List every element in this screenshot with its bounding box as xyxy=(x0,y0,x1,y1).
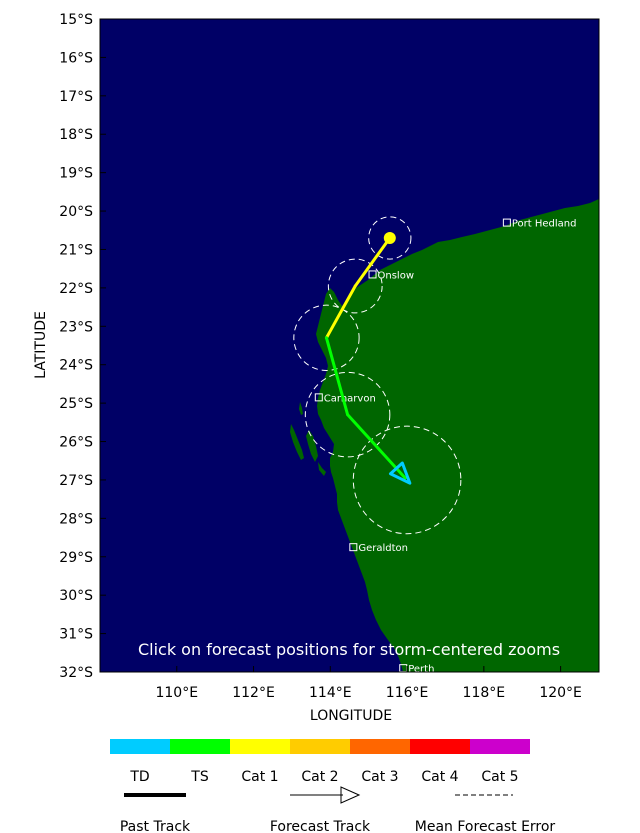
lat-tick-label: 32°S xyxy=(59,665,93,681)
legend-category-label: TS xyxy=(190,769,209,785)
shark-bay-peninsula xyxy=(306,430,318,462)
lat-tick-label: 15°S xyxy=(59,12,93,28)
legend-category-label: Cat 4 xyxy=(421,769,458,785)
bernier-island xyxy=(299,402,303,415)
lat-tick-label: 25°S xyxy=(59,396,93,412)
lat-tick-label: 28°S xyxy=(59,511,93,527)
legend-color-swatch xyxy=(350,739,410,754)
legend: TD TS Cat 1 Cat 2 Cat 3 Cat 4 Cat 5 Past Track F… xyxy=(110,739,555,833)
city-label: Geraldton xyxy=(358,543,408,554)
city-marker xyxy=(314,393,323,402)
dirk-hartog-island xyxy=(290,424,304,460)
city-layer: Port Hedland Onslow Carnarvon Geraldton Pert… xyxy=(314,218,577,675)
arrow-icon xyxy=(340,786,361,804)
track-segment xyxy=(353,236,392,288)
plot-frame xyxy=(99,18,600,673)
lat-tick-label: 18°S xyxy=(59,127,93,143)
click-notice: Click on forecast positions for storm-ce… xyxy=(138,640,560,659)
map-plot-area: Port Hedland Onslow Carnarvon Geraldton Pert… xyxy=(100,19,599,675)
city-label: Perth xyxy=(408,664,434,675)
track-segment xyxy=(324,336,350,417)
lat-tick-label: 22°S xyxy=(59,281,93,297)
legend-category-label: Cat 5 xyxy=(481,769,518,785)
latitude-axis: 15°S 16°S 17°S 18°S 19°S 20°S 21°S 22°S 23°S 24°S… xyxy=(59,12,106,681)
legend-category-label: Cat 1 xyxy=(241,769,278,785)
lon-tick-label: 110°E xyxy=(155,685,198,701)
lon-tick-label: 116°E xyxy=(386,685,429,701)
legend-color-swatch xyxy=(110,739,170,754)
track-segment xyxy=(324,284,357,340)
city-marker xyxy=(349,543,358,552)
forecast-arrowhead[interactable] xyxy=(388,461,412,485)
lat-tick-label: 31°S xyxy=(59,627,93,643)
lat-tick-label: 29°S xyxy=(59,550,93,566)
lon-tick-label: 114°E xyxy=(309,685,352,701)
city-marker xyxy=(368,270,377,279)
past-track-label: Past Track xyxy=(120,819,191,833)
lat-tick-label: 26°S xyxy=(59,435,93,451)
lat-tick-label: 24°S xyxy=(59,358,93,374)
forecast-error-circle[interactable] xyxy=(304,371,391,458)
city-label: Port Hedland xyxy=(512,219,577,230)
lat-tick-label: 27°S xyxy=(59,473,93,489)
legend-color-swatch xyxy=(290,739,350,754)
legend-category-label: Cat 2 xyxy=(301,769,338,785)
longitude-axis: 110°E 112°E 114°E 116°E 118°E 120°E xyxy=(155,666,582,701)
lat-tick-label: 19°S xyxy=(59,166,93,182)
mean-forecast-error-label: Mean Forecast Error xyxy=(415,819,556,833)
forecast-error-circle[interactable] xyxy=(293,304,360,371)
lat-tick-label: 21°S xyxy=(59,242,93,258)
shark-bay-east xyxy=(318,462,326,476)
lat-tick-label: 17°S xyxy=(59,89,93,105)
legend-color-swatch xyxy=(230,739,290,754)
forecast-error-circle[interactable] xyxy=(368,216,412,260)
y-axis-title: LATITUDE xyxy=(33,311,49,379)
lon-tick-label: 112°E xyxy=(232,685,275,701)
lon-tick-label: 118°E xyxy=(463,685,506,701)
city-marker xyxy=(502,218,511,227)
lat-tick-label: 30°S xyxy=(59,588,93,604)
australia-landmass xyxy=(316,199,599,672)
forecast-track-label: Forecast Track xyxy=(270,819,371,833)
forecast-error-circle[interactable] xyxy=(327,258,383,314)
legend-color-swatch xyxy=(470,739,530,754)
forecast-track-layer xyxy=(324,231,412,485)
lat-tick-label: 23°S xyxy=(59,319,93,335)
city-label: Carnarvon xyxy=(324,393,376,404)
legend-category-label: TD xyxy=(129,769,149,785)
legend-category-label: Cat 3 xyxy=(361,769,398,785)
legend-color-swatch xyxy=(170,739,230,754)
forecast-error-circle[interactable] xyxy=(352,425,462,535)
lat-tick-label: 16°S xyxy=(59,50,93,66)
forecast-error-circles xyxy=(293,216,462,535)
city-label: Onslow xyxy=(378,270,415,281)
lon-tick-label: 120°E xyxy=(539,685,582,701)
x-axis-title: LONGITUDE xyxy=(310,708,392,724)
current-storm-position[interactable] xyxy=(383,231,396,244)
legend-color-swatch xyxy=(410,739,470,754)
lat-tick-label: 20°S xyxy=(59,204,93,220)
